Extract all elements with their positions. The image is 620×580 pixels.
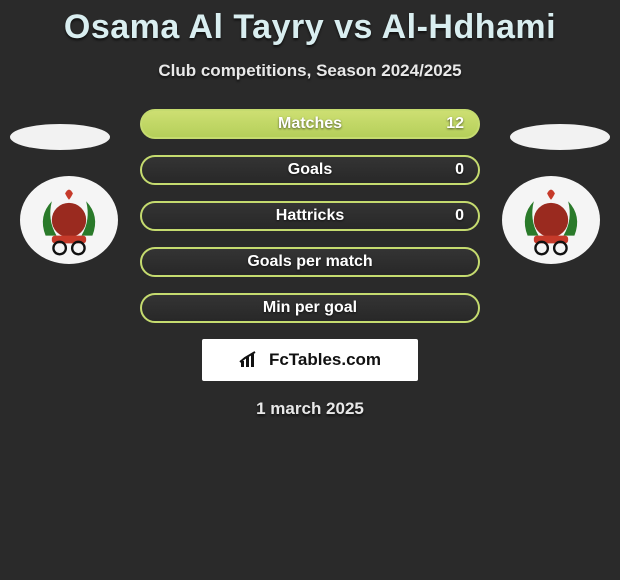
stat-row: Goals 0 [140, 155, 480, 185]
stat-label: Hattricks [276, 207, 344, 225]
brand-text: FcTables.com [269, 350, 381, 370]
stat-label: Matches [278, 115, 342, 133]
stat-value: 0 [455, 207, 464, 225]
stat-label: Min per goal [263, 299, 357, 317]
page-subtitle: Club competitions, Season 2024/2025 [0, 61, 620, 81]
stat-row: Hattricks 0 [140, 201, 480, 231]
stats-block: Matches 12 Goals 0 Hattricks 0 Goals per match… [0, 109, 620, 323]
stat-value: 12 [446, 115, 464, 133]
stat-row: Goals per match [140, 247, 480, 277]
stat-row: Matches 12 [140, 109, 480, 139]
stat-value: 0 [455, 161, 464, 179]
brand-box: FcTables.com [202, 339, 418, 381]
stat-row: Min per goal [140, 293, 480, 323]
chart-icon [239, 351, 263, 369]
page-title: Osama Al Tayry vs Al-Hdhami [0, 0, 620, 47]
stat-label: Goals per match [247, 253, 372, 271]
stat-label: Goals [288, 161, 332, 179]
date-text: 1 march 2025 [0, 399, 620, 419]
